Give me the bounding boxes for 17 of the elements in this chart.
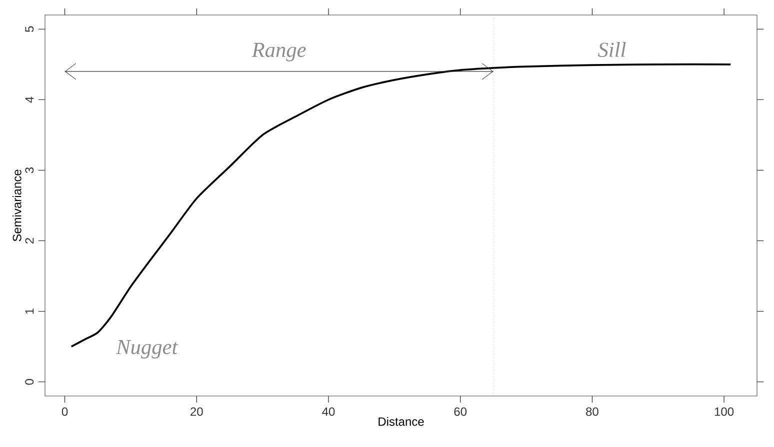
y-tick-label: 3 bbox=[25, 167, 34, 174]
x-tick-label: 100 bbox=[714, 407, 734, 416]
y-tick-label: 0 bbox=[25, 379, 34, 385]
y-tick-label: 2 bbox=[25, 238, 34, 244]
x-axis-title: Distance bbox=[378, 417, 424, 426]
x-tick-label: 0 bbox=[62, 407, 68, 416]
annotation: Sill bbox=[598, 42, 626, 58]
x-tick-label: 40 bbox=[322, 407, 335, 416]
y-tick-label: 1 bbox=[25, 308, 34, 314]
annotation: Range bbox=[252, 42, 306, 62]
x-tick-label: 20 bbox=[190, 407, 203, 416]
annotation: Nugget bbox=[116, 340, 178, 359]
y-axis-title: Semivariance bbox=[12, 170, 22, 242]
x-tick-label: 80 bbox=[586, 407, 598, 416]
y-tick-label: 5 bbox=[25, 26, 34, 32]
x-tick-label: 60 bbox=[454, 407, 467, 416]
y-tick-label: 4 bbox=[25, 96, 34, 103]
